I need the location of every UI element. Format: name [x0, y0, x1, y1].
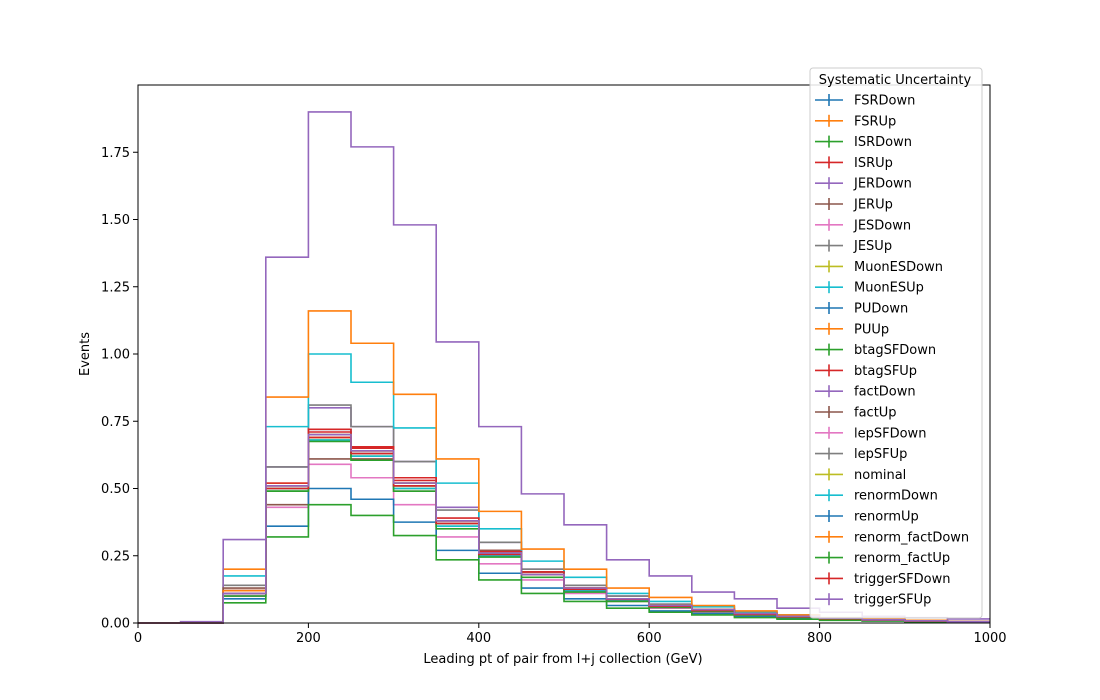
legend-label: renorm_factUp: [854, 551, 950, 566]
legend-entry-PUUp: PUUp: [815, 322, 889, 337]
y-tick-label: 0.50: [101, 482, 130, 497]
legend-label: triggerSFDown: [854, 572, 950, 587]
legend-entry-renorm_factUp: renorm_factUp: [815, 551, 950, 566]
legend-label: JESUp: [853, 239, 892, 254]
x-tick-label: 600: [637, 631, 662, 646]
legend-label: renormDown: [854, 489, 938, 504]
legend-entry-FSRUp: FSRUp: [815, 114, 896, 129]
legend-label: ISRDown: [854, 135, 912, 150]
legend-label: lepSFUp: [854, 447, 907, 462]
legend-entry-factUp: factUp: [815, 406, 897, 421]
legend-label: ISRUp: [854, 156, 893, 171]
y-axis: 0.00 0.25 0.50 0.75 1.00 1.25 1.50 1.75: [101, 146, 138, 632]
legend-entry-MuonESDown: MuonESDown: [815, 260, 943, 275]
y-tick-label: 1.50: [101, 213, 130, 228]
series-line-btagSFDown: [138, 503, 990, 624]
legend-label: MuonESUp: [854, 281, 924, 296]
legend-label: factDown: [854, 385, 916, 400]
legend-label: JERDown: [853, 177, 912, 192]
legend-entry-JESDown: JESDown: [815, 218, 911, 233]
legend-entry-lepSFDown: lepSFDown: [815, 426, 926, 441]
y-tick-label: 0.25: [101, 549, 130, 564]
y-tick-label: 1.75: [101, 146, 130, 161]
y-tick-label: 0.75: [101, 415, 130, 430]
legend-label: PUDown: [854, 302, 908, 317]
legend-entry-triggerSFUp: triggerSFUp: [815, 593, 931, 608]
plot-area: [137, 84, 991, 624]
legend-label: triggerSFUp: [854, 593, 931, 608]
legend-entry-btagSFUp: btagSFUp: [815, 364, 917, 379]
legend-entry-ISRUp: ISRUp: [815, 156, 893, 171]
legend-entry-lepSFUp: lepSFUp: [815, 447, 907, 462]
y-axis-label: Events: [78, 332, 93, 376]
legend-label: FSRDown: [854, 94, 915, 109]
legend-entry-JERDown: JERDown: [815, 177, 912, 192]
legend-label: JESDown: [853, 218, 911, 233]
legend-entry-btagSFDown: btagSFDown: [815, 343, 936, 358]
legend-box: [809, 67, 983, 619]
legend-label: btagSFUp: [854, 364, 917, 379]
x-tick-label: 200: [296, 631, 321, 646]
legend-label: renorm_factDown: [854, 530, 969, 545]
x-axis-label: Leading pt of pair from l+j collection (…: [423, 652, 702, 667]
x-axis: 0 200 400 600 800 1000: [134, 623, 1007, 646]
legend-label: renormUp: [854, 510, 919, 525]
legend-label: FSRUp: [854, 114, 896, 129]
legend-label: JERUp: [853, 198, 893, 213]
legend-entry-PUDown: PUDown: [815, 302, 908, 317]
y-tick-label: 1.25: [101, 280, 130, 295]
legend-entry-nominal: nominal: [815, 468, 906, 483]
legend-entry-renorm_factDown: renorm_factDown: [815, 530, 969, 545]
legend-label: btagSFDown: [854, 343, 936, 358]
legend: Systematic Uncertainty FSRDown FSRUp ISRDow…: [809, 67, 983, 619]
legend-entry-renormDown: renormDown: [815, 489, 938, 504]
legend-label: lepSFDown: [854, 426, 926, 441]
legend-entry-triggerSFDown: triggerSFDown: [815, 572, 950, 587]
x-tick-label: 1000: [973, 631, 1006, 646]
y-tick-label: 0.00: [101, 617, 130, 632]
legend-label: nominal: [854, 468, 906, 483]
legend-entry-renormUp: renormUp: [815, 510, 919, 525]
x-tick-label: 400: [466, 631, 491, 646]
legend-entry-JERUp: JERUp: [815, 198, 893, 213]
y-tick-label: 1.00: [101, 348, 130, 363]
legend-entry-ISRDown: ISRDown: [815, 135, 912, 150]
x-tick-label: 0: [134, 631, 142, 646]
legend-entry-FSRDown: FSRDown: [815, 94, 915, 109]
legend-entry-JESUp: JESUp: [815, 239, 892, 254]
legend-label: PUUp: [854, 322, 889, 337]
legend-label: factUp: [854, 406, 897, 421]
legend-title: Systematic Uncertainty: [819, 73, 972, 88]
x-tick-label: 800: [807, 631, 832, 646]
legend-label: MuonESDown: [854, 260, 943, 275]
legend-entry-factDown: factDown: [815, 385, 916, 400]
legend-entry-MuonESUp: MuonESUp: [815, 281, 924, 296]
